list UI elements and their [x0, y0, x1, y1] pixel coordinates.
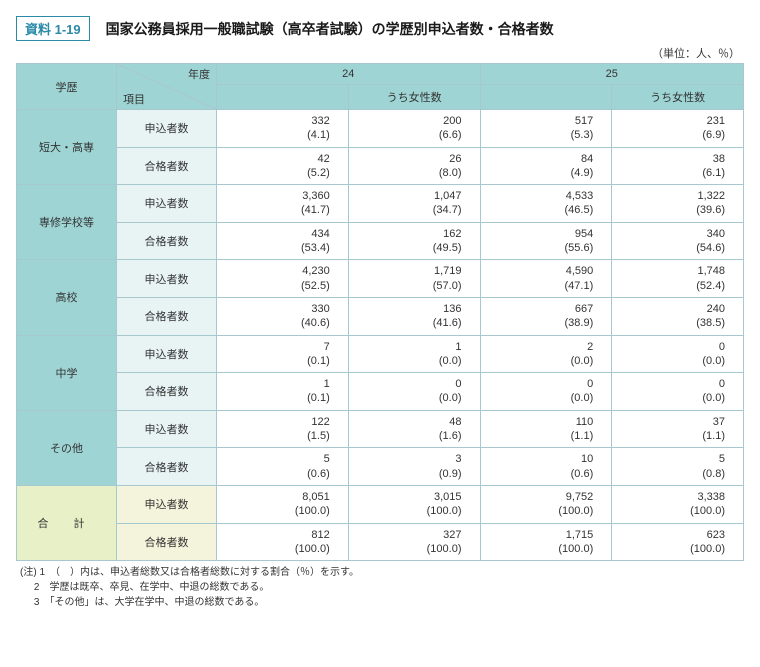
row-category: 専修学校等	[17, 185, 117, 260]
table-cell: 1(0.0)	[348, 335, 480, 373]
table-cell: 4,533(46.5)	[480, 185, 612, 223]
row-item: 合格者数	[117, 222, 217, 260]
data-table: 学歴 年度 項目 24 25 うち女性数 うち女性数 短大・高専申込者数332(…	[16, 63, 744, 561]
table-cell: 1,719(57.0)	[348, 260, 480, 298]
table-cell: 332(4.1)	[217, 110, 349, 148]
table-cell: 122(1.5)	[217, 410, 349, 448]
row-category: その他	[17, 410, 117, 485]
table-cell: 1,715(100.0)	[480, 523, 612, 561]
col-y25: 25	[480, 64, 744, 85]
table-cell: 1,322(39.6)	[612, 185, 744, 223]
table-cell: 37(1.1)	[612, 410, 744, 448]
row-category: 合 計	[17, 485, 117, 560]
table-cell: 5(0.6)	[217, 448, 349, 486]
col-y24: 24	[217, 64, 481, 85]
table-cell: 162(49.5)	[348, 222, 480, 260]
doc-badge: 資料 1-19	[16, 16, 90, 41]
table-cell: 517(5.3)	[480, 110, 612, 148]
table-cell: 434(53.4)	[217, 222, 349, 260]
row-category: 中学	[17, 335, 117, 410]
table-cell: 48(1.6)	[348, 410, 480, 448]
row-item: 合格者数	[117, 297, 217, 335]
table-cell: 84(4.9)	[480, 147, 612, 185]
diag-year: 年度	[188, 66, 210, 82]
row-item: 合格者数	[117, 147, 217, 185]
row-item: 申込者数	[117, 185, 217, 223]
note-1: 1 （ ）内は、申込者総数又は合格者総数に対する割合（％）を示す。	[39, 567, 359, 578]
table-cell: 240(38.5)	[612, 297, 744, 335]
header-row: 資料 1-19 国家公務員採用一般職試験（高卒者試験）の学歴別申込者数・合格者数	[16, 16, 744, 41]
row-item: 申込者数	[117, 335, 217, 373]
table-cell: 231(6.9)	[612, 110, 744, 148]
row-item: 合格者数	[117, 448, 217, 486]
table-cell: 110(1.1)	[480, 410, 612, 448]
table-cell: 3,015(100.0)	[348, 485, 480, 523]
table-cell: 4,230(52.5)	[217, 260, 349, 298]
table-cell: 0(0.0)	[612, 335, 744, 373]
col-y25-female: うち女性数	[612, 85, 744, 110]
row-item: 合格者数	[117, 523, 217, 561]
table-cell: 8,051(100.0)	[217, 485, 349, 523]
table-cell: 330(40.6)	[217, 297, 349, 335]
table-cell: 200(6.6)	[348, 110, 480, 148]
col-education: 学歴	[17, 64, 117, 110]
table-cell: 3,338(100.0)	[612, 485, 744, 523]
table-cell: 1(0.1)	[217, 373, 349, 411]
unit-label: （単位：人、％）	[16, 45, 744, 61]
col-year-item: 年度 項目	[117, 64, 217, 110]
table-cell: 42(5.2)	[217, 147, 349, 185]
row-item: 申込者数	[117, 260, 217, 298]
row-item: 申込者数	[117, 485, 217, 523]
table-cell: 26(8.0)	[348, 147, 480, 185]
table-cell: 1,748(52.4)	[612, 260, 744, 298]
row-item: 合格者数	[117, 373, 217, 411]
table-cell: 2(0.0)	[480, 335, 612, 373]
note-3: 3 「その他」は、大学在学中、中退の総数である。	[34, 597, 264, 608]
table-cell: 38(6.1)	[612, 147, 744, 185]
row-item: 申込者数	[117, 410, 217, 448]
page-title: 国家公務員採用一般職試験（高卒者試験）の学歴別申込者数・合格者数	[106, 19, 554, 39]
table-cell: 4,590(47.1)	[480, 260, 612, 298]
col-y24-female: うち女性数	[348, 85, 480, 110]
table-cell: 5(0.8)	[612, 448, 744, 486]
col-y24-total	[217, 85, 349, 110]
notes-lead: (注)	[20, 567, 37, 578]
col-y25-total	[480, 85, 612, 110]
row-category: 高校	[17, 260, 117, 335]
table-cell: 1,047(34.7)	[348, 185, 480, 223]
table-cell: 0(0.0)	[612, 373, 744, 411]
table-cell: 340(54.6)	[612, 222, 744, 260]
row-item: 申込者数	[117, 110, 217, 148]
table-cell: 812(100.0)	[217, 523, 349, 561]
table-cell: 3,360(41.7)	[217, 185, 349, 223]
table-cell: 9,752(100.0)	[480, 485, 612, 523]
table-cell: 667(38.9)	[480, 297, 612, 335]
note-2: 2 学歴は既卒、卒見、在学中、中退の総数である。	[34, 582, 269, 593]
table-cell: 0(0.0)	[348, 373, 480, 411]
diag-item: 項目	[123, 91, 145, 107]
table-cell: 623(100.0)	[612, 523, 744, 561]
table-cell: 10(0.6)	[480, 448, 612, 486]
footnotes: (注) 1 （ ）内は、申込者総数又は合格者総数に対する割合（％）を示す。 2 …	[16, 565, 744, 610]
row-category: 短大・高専	[17, 110, 117, 185]
table-cell: 7(0.1)	[217, 335, 349, 373]
table-cell: 0(0.0)	[480, 373, 612, 411]
table-cell: 327(100.0)	[348, 523, 480, 561]
table-cell: 3(0.9)	[348, 448, 480, 486]
table-cell: 136(41.6)	[348, 297, 480, 335]
table-cell: 954(55.6)	[480, 222, 612, 260]
